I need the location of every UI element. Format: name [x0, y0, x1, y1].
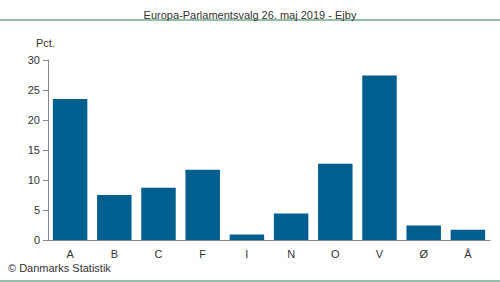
- svg-text:0: 0: [34, 234, 40, 246]
- svg-text:30: 30: [28, 54, 40, 66]
- svg-text:10: 10: [28, 174, 40, 186]
- svg-text:Europa-Parlamentsvalg 26. maj: Europa-Parlamentsvalg 26. maj 2019 - Ejb…: [144, 9, 357, 21]
- svg-text:5: 5: [34, 204, 40, 216]
- svg-text:20: 20: [28, 114, 40, 126]
- svg-text:25: 25: [28, 84, 40, 96]
- svg-text:O: O: [331, 248, 340, 260]
- svg-text:Pct.: Pct.: [36, 37, 55, 49]
- svg-text:15: 15: [28, 144, 40, 156]
- svg-text:Ø: Ø: [419, 248, 428, 260]
- svg-text:C: C: [155, 248, 163, 260]
- svg-text:B: B: [111, 248, 118, 260]
- svg-text:A: A: [66, 248, 74, 260]
- svg-text:F: F: [199, 248, 206, 260]
- svg-text:V: V: [376, 248, 384, 260]
- svg-text:© Danmarks Statistik: © Danmarks Statistik: [8, 262, 111, 274]
- svg-text:Å: Å: [464, 248, 472, 260]
- svg-text:I: I: [245, 248, 248, 260]
- svg-text:N: N: [287, 248, 295, 260]
